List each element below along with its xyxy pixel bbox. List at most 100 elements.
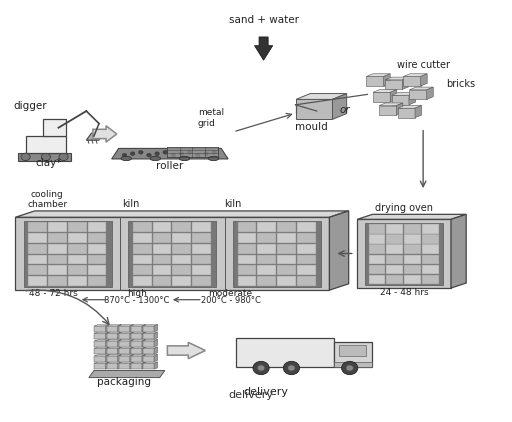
- Circle shape: [196, 153, 200, 157]
- Polygon shape: [357, 219, 451, 288]
- Polygon shape: [387, 225, 403, 233]
- Polygon shape: [106, 354, 121, 356]
- Polygon shape: [396, 103, 403, 115]
- Text: metal
grid: metal grid: [198, 108, 224, 127]
- Polygon shape: [131, 326, 142, 332]
- Polygon shape: [129, 221, 217, 287]
- Polygon shape: [277, 233, 296, 243]
- Text: 870°C - 1300°C: 870°C - 1300°C: [104, 296, 169, 305]
- Polygon shape: [142, 354, 145, 362]
- Polygon shape: [404, 254, 421, 264]
- Polygon shape: [143, 363, 154, 369]
- Circle shape: [187, 150, 192, 154]
- Polygon shape: [422, 254, 439, 264]
- Polygon shape: [334, 362, 373, 367]
- Polygon shape: [167, 147, 218, 157]
- Polygon shape: [106, 349, 118, 354]
- Polygon shape: [357, 214, 466, 219]
- Polygon shape: [130, 332, 134, 339]
- Polygon shape: [192, 265, 211, 275]
- Polygon shape: [367, 74, 390, 76]
- Circle shape: [41, 153, 50, 161]
- Polygon shape: [94, 332, 109, 333]
- Polygon shape: [154, 347, 158, 354]
- Polygon shape: [94, 325, 109, 326]
- Polygon shape: [106, 326, 118, 332]
- Polygon shape: [105, 339, 109, 347]
- Text: wire cutter: wire cutter: [397, 60, 450, 70]
- Polygon shape: [142, 332, 145, 339]
- Polygon shape: [238, 233, 257, 243]
- Polygon shape: [277, 276, 296, 286]
- Circle shape: [146, 153, 151, 157]
- Polygon shape: [105, 354, 109, 362]
- Polygon shape: [154, 354, 158, 362]
- Polygon shape: [88, 265, 106, 275]
- Polygon shape: [44, 119, 66, 136]
- Polygon shape: [48, 254, 67, 265]
- Polygon shape: [385, 80, 402, 89]
- Circle shape: [171, 153, 176, 157]
- Polygon shape: [143, 349, 154, 354]
- Polygon shape: [106, 363, 118, 369]
- Text: high: high: [127, 289, 147, 298]
- Polygon shape: [106, 333, 118, 339]
- Polygon shape: [93, 126, 117, 142]
- Polygon shape: [119, 332, 134, 333]
- Polygon shape: [119, 326, 130, 332]
- Polygon shape: [383, 74, 390, 86]
- Circle shape: [288, 365, 295, 371]
- Polygon shape: [133, 233, 152, 243]
- Polygon shape: [68, 222, 87, 232]
- Polygon shape: [297, 233, 316, 243]
- Polygon shape: [106, 339, 121, 341]
- Polygon shape: [167, 342, 205, 359]
- Polygon shape: [88, 222, 106, 232]
- Polygon shape: [404, 244, 421, 254]
- Polygon shape: [131, 354, 145, 356]
- Circle shape: [122, 153, 127, 157]
- Polygon shape: [192, 233, 211, 243]
- Polygon shape: [402, 77, 409, 89]
- Polygon shape: [106, 347, 121, 349]
- Polygon shape: [238, 254, 257, 265]
- Polygon shape: [94, 349, 105, 354]
- Polygon shape: [94, 362, 109, 363]
- Polygon shape: [277, 222, 296, 232]
- Polygon shape: [106, 341, 118, 347]
- Polygon shape: [422, 234, 439, 243]
- Polygon shape: [192, 254, 211, 265]
- Polygon shape: [173, 244, 191, 254]
- Polygon shape: [387, 254, 403, 264]
- Polygon shape: [28, 254, 47, 265]
- Polygon shape: [118, 362, 121, 369]
- Polygon shape: [192, 244, 211, 254]
- Polygon shape: [131, 325, 145, 326]
- Polygon shape: [233, 221, 321, 287]
- Polygon shape: [392, 92, 416, 95]
- Polygon shape: [48, 276, 67, 286]
- Polygon shape: [297, 222, 316, 232]
- Polygon shape: [422, 275, 439, 284]
- Polygon shape: [369, 225, 386, 233]
- Text: 24 - 48 hrs: 24 - 48 hrs: [380, 288, 429, 297]
- Polygon shape: [94, 333, 105, 339]
- Polygon shape: [119, 339, 134, 341]
- Text: mould: mould: [295, 122, 328, 132]
- Polygon shape: [130, 347, 134, 354]
- Polygon shape: [420, 74, 427, 86]
- Polygon shape: [88, 244, 106, 254]
- Polygon shape: [24, 221, 112, 287]
- Circle shape: [155, 152, 159, 156]
- Polygon shape: [105, 332, 109, 339]
- Polygon shape: [385, 77, 409, 80]
- Circle shape: [179, 152, 184, 156]
- Polygon shape: [277, 244, 296, 254]
- Polygon shape: [403, 74, 427, 76]
- Polygon shape: [133, 265, 152, 275]
- Polygon shape: [68, 254, 87, 265]
- Polygon shape: [192, 276, 211, 286]
- Polygon shape: [154, 362, 158, 369]
- Polygon shape: [410, 87, 433, 90]
- Polygon shape: [409, 92, 416, 105]
